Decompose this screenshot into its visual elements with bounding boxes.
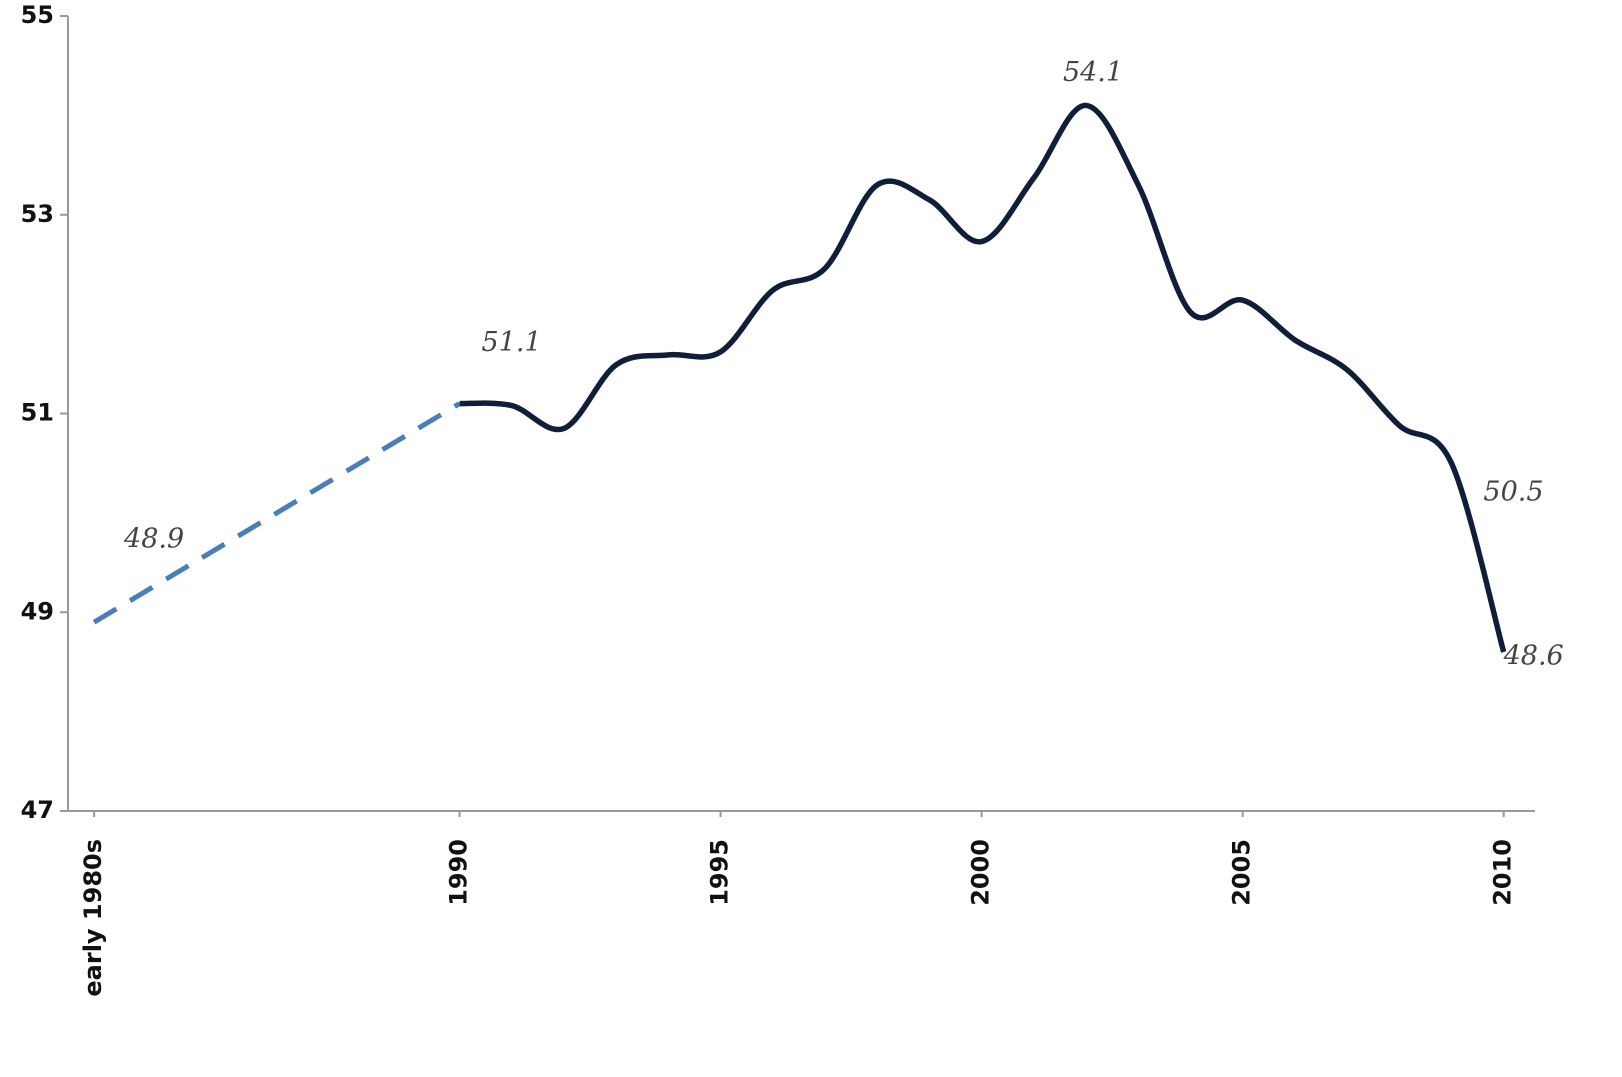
y-tick-label: 51 (21, 399, 54, 427)
x-tick-label: 1990 (445, 839, 473, 906)
x-tick-label: 2010 (1489, 839, 1517, 906)
x-tick-label: 2000 (967, 839, 995, 906)
x-tick-label: early 1980s (79, 839, 107, 997)
y-tick-label: 47 (21, 796, 54, 824)
data-label: 54.1 (1063, 57, 1123, 88)
data-label: 51.1 (481, 327, 541, 358)
x-tick-label: 2005 (1228, 839, 1256, 906)
y-tick-label: 49 (21, 597, 54, 625)
data-label: 50.5 (1483, 477, 1543, 508)
data-label: 48.6 (1503, 641, 1564, 672)
y-tick-label: 55 (21, 1, 54, 29)
data-label: 48.9 (123, 524, 184, 555)
x-tick-label: 1995 (706, 839, 734, 906)
line-series (92, 401, 461, 625)
y-tick-label: 53 (21, 200, 54, 228)
line-series (459, 102, 1507, 653)
